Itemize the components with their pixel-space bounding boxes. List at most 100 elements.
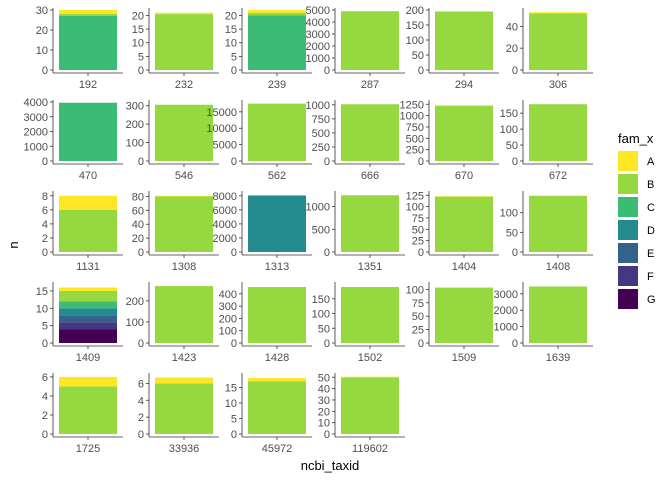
bar-segment-B: [248, 12, 306, 16]
y-tick-label: 10: [225, 38, 237, 50]
bar-segment-A: [155, 377, 213, 384]
y-tick-label: 0: [42, 338, 48, 350]
y-tick-label: 0: [231, 247, 237, 259]
bar-segment-B: [59, 290, 117, 302]
y-tick-label: 5: [42, 321, 48, 333]
y-tick-label: 150: [312, 294, 330, 306]
bar-segment-B: [529, 195, 587, 252]
y-tick-label: 20: [132, 10, 144, 22]
y-tick-label: 1000: [24, 141, 48, 153]
y-tick-label: 200: [126, 296, 144, 308]
y-tick-label: 0: [324, 247, 330, 259]
x-tick-label: 239: [268, 79, 286, 91]
y-tick-label: 6: [138, 378, 144, 390]
x-tick-label: 1313: [265, 261, 289, 273]
y-tick-label: 100: [219, 326, 237, 338]
x-tick-label: 294: [455, 79, 473, 91]
y-tick-label: 20: [132, 233, 144, 245]
y-tick-label: 1250: [400, 99, 424, 111]
facet-panel: 0 5 10 15 1409: [36, 282, 123, 364]
y-tick-label: 3000: [494, 289, 518, 301]
bar-segment-A: [59, 376, 117, 387]
facet-panel: 0 510 15 20 239: [225, 8, 312, 91]
legend-swatch-B: [618, 174, 638, 194]
y-tick-label: 0: [512, 156, 518, 168]
y-tick-label: 0: [418, 65, 424, 77]
y-tick-label: 10: [318, 418, 330, 430]
legend-swatch-C: [618, 197, 638, 217]
bar-segment-B: [155, 383, 213, 434]
legend-label-A: A: [647, 156, 655, 168]
y-tick-label: 4000: [213, 219, 237, 231]
x-tick-label: 1404: [452, 261, 476, 273]
bar-segment-B: [341, 195, 399, 252]
y-tick-label: 30: [318, 395, 330, 407]
y-tick-label: 0: [42, 247, 48, 259]
bar-segment-B: [529, 13, 587, 70]
y-tick-label: 0: [324, 429, 330, 441]
x-tick-label: 306: [549, 79, 567, 91]
bar-segment-B: [248, 103, 306, 161]
y-tick-label: 25: [412, 325, 424, 337]
facet-panel: 0 100 200 1423: [126, 282, 219, 364]
facet-panel: 0 50 100 150 200 294: [406, 5, 499, 91]
y-tick-label: 6: [42, 372, 48, 384]
bar-segment-A: [155, 12, 213, 15]
y-tick-label: 0: [138, 338, 144, 350]
legend-label-D: D: [647, 225, 655, 237]
bar-segment-D: [248, 195, 306, 252]
y-tick-label: 250: [312, 142, 330, 154]
y-tick-label: 200: [406, 5, 424, 17]
y-tick-label: 0: [324, 338, 330, 350]
bar-segment-B: [435, 11, 493, 70]
y-tick-label: 200: [126, 119, 144, 131]
y-tick-label: 0: [231, 429, 237, 441]
y-tick-label: 10: [36, 303, 48, 315]
facet-panel: 0 2 4 6 8 1131: [42, 191, 123, 273]
x-tick-label: 1408: [546, 261, 570, 273]
y-tick-label: 20: [506, 43, 518, 55]
y-tick-label: 0: [418, 247, 424, 259]
y-tick-label: 75: [412, 213, 424, 225]
bar-segment-C: [248, 15, 306, 70]
facet-panel: 0 2000 4000 6000 8000 1313: [213, 191, 312, 273]
y-tick-label: 2: [42, 233, 48, 245]
legend-title: fam_x: [618, 131, 654, 146]
y-tick-label: 100: [406, 284, 424, 296]
bar-segment-F: [59, 322, 117, 330]
y-tick-label: 5: [231, 51, 237, 63]
facet-panel: 0 500 1000 1351: [306, 191, 405, 273]
facet-panel: 0 1000 2000 3000 4000 470: [24, 97, 123, 182]
x-tick-label: 232: [175, 79, 193, 91]
bar-segment-B: [59, 386, 117, 434]
x-tick-label: 1428: [265, 352, 289, 364]
bar-segment-A: [59, 10, 117, 14]
bar-segment-A: [529, 12, 587, 14]
bar-segment-A: [155, 195, 213, 197]
bar-segment-B: [341, 104, 399, 161]
y-tick-label: 10000: [206, 123, 237, 135]
legend-swatch-G: [618, 289, 638, 309]
y-tick-label: 100: [406, 202, 424, 214]
facet-panel: 0 1000 2000 3000 1639: [494, 282, 593, 364]
y-tick-label: 0: [138, 156, 144, 168]
bar-segment-B: [155, 286, 213, 343]
x-axis-title: ncbi_taxid: [301, 458, 360, 473]
bar-segment-C: [59, 301, 117, 309]
bar-segment-B: [435, 287, 493, 343]
y-tick-label: 0: [512, 338, 518, 350]
legend-label-B: B: [647, 179, 654, 191]
bar-segment-B: [155, 196, 213, 252]
y-tick-label: 2000: [306, 41, 330, 53]
y-tick-label: 0: [42, 65, 48, 77]
y-tick-label: 15000: [206, 107, 237, 119]
y-tick-label: 0: [324, 156, 330, 168]
x-tick-label: 1639: [546, 352, 570, 364]
x-tick-label: 119602: [352, 443, 388, 455]
y-tick-label: 50: [506, 140, 518, 152]
y-tick-label: 10: [36, 45, 48, 57]
bar-segment-G: [59, 329, 117, 343]
